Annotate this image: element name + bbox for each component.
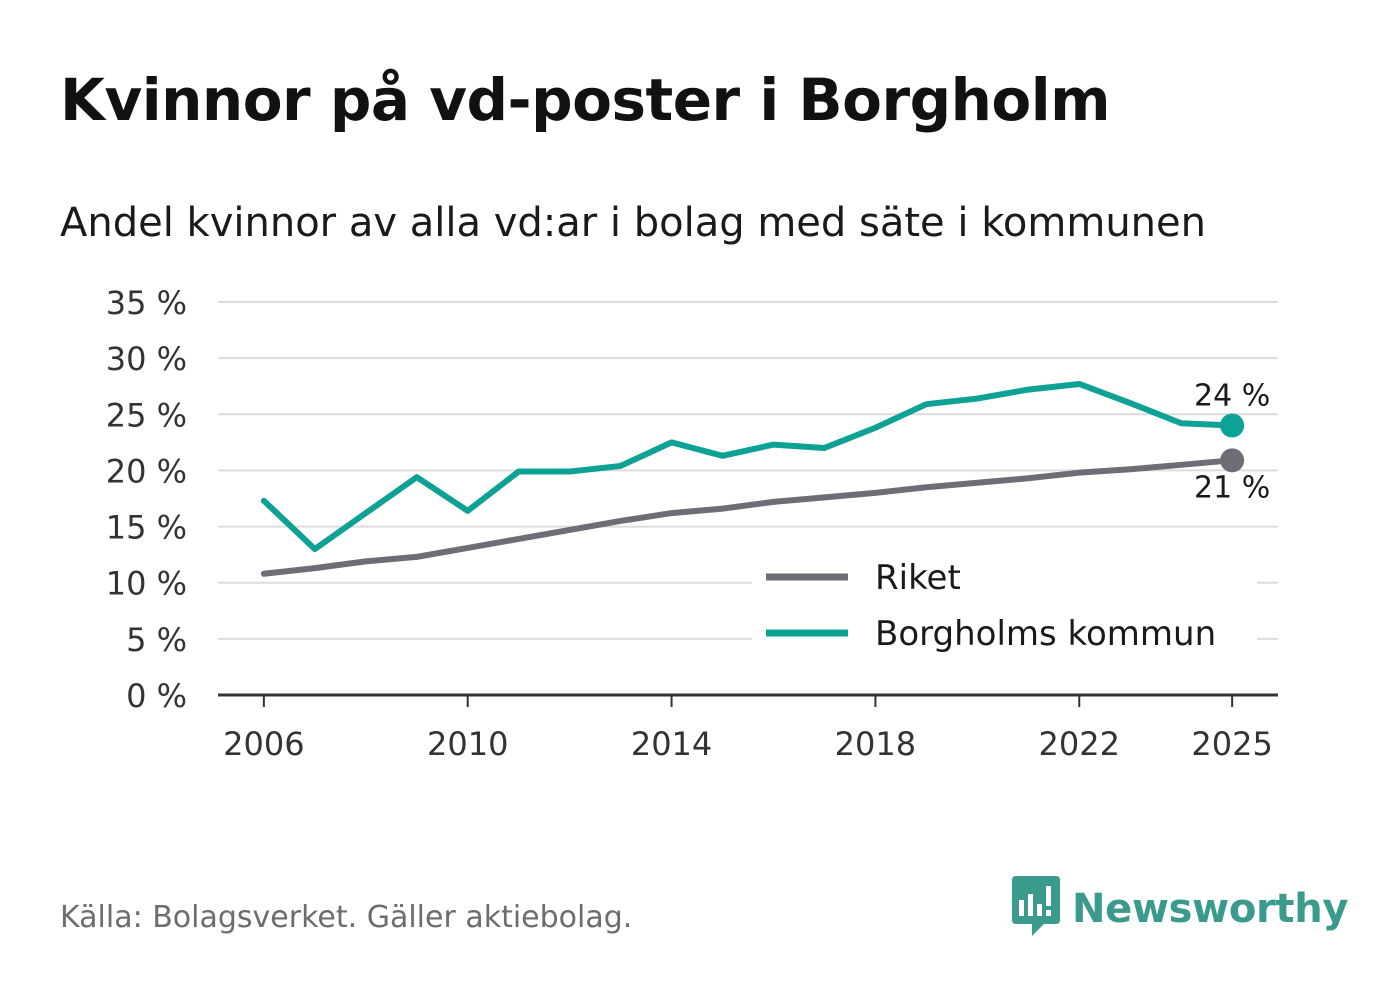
y-tick-label: 30 %	[106, 340, 187, 378]
x-tick-label: 2006	[223, 725, 304, 763]
x-tick-label: 2025	[1191, 725, 1272, 763]
series-endpoint-riket	[1220, 448, 1245, 473]
end-value-label: 21 %	[1194, 470, 1270, 505]
series-line-riket	[260, 457, 1236, 577]
y-tick-label: 20 %	[106, 452, 187, 490]
x-tick-label: 2022	[1039, 725, 1120, 763]
y-tick-label: 35 %	[106, 284, 187, 322]
y-tick-label: 5 %	[126, 621, 187, 659]
chart-subtitle: Andel kvinnor av alla vd:ar i bolag med …	[60, 200, 1206, 246]
legend-label: Borgholms kommun	[875, 614, 1216, 654]
source-note: Källa: Bolagsverket. Gäller aktiebolag.	[60, 900, 633, 935]
x-tick-label: 2010	[427, 725, 508, 763]
series-endpoint-borgholms-kommun	[1220, 413, 1245, 438]
y-tick-label: 10 %	[106, 565, 187, 603]
y-tick-label: 15 %	[106, 509, 187, 547]
legend-background	[752, 547, 1257, 665]
legend: Riket Borgholms kommun	[752, 547, 1257, 665]
end-value-label: 24 %	[1194, 379, 1270, 414]
y-tick-label: 25 %	[106, 396, 187, 434]
series-line-borgholms-kommun	[260, 380, 1236, 553]
chart-title: Kvinnor på vd-poster i Borgholm	[60, 66, 1111, 134]
newsworthy-logo-icon	[1010, 876, 1062, 942]
legend-label: Riket	[875, 558, 961, 598]
brand-name: Newsworthy	[1072, 886, 1349, 932]
y-tick-label: 0 %	[126, 677, 187, 715]
x-tick-label: 2018	[835, 725, 916, 763]
brand-logo[interactable]: Newsworthy	[1010, 876, 1349, 942]
x-tick-label: 2014	[631, 725, 712, 763]
